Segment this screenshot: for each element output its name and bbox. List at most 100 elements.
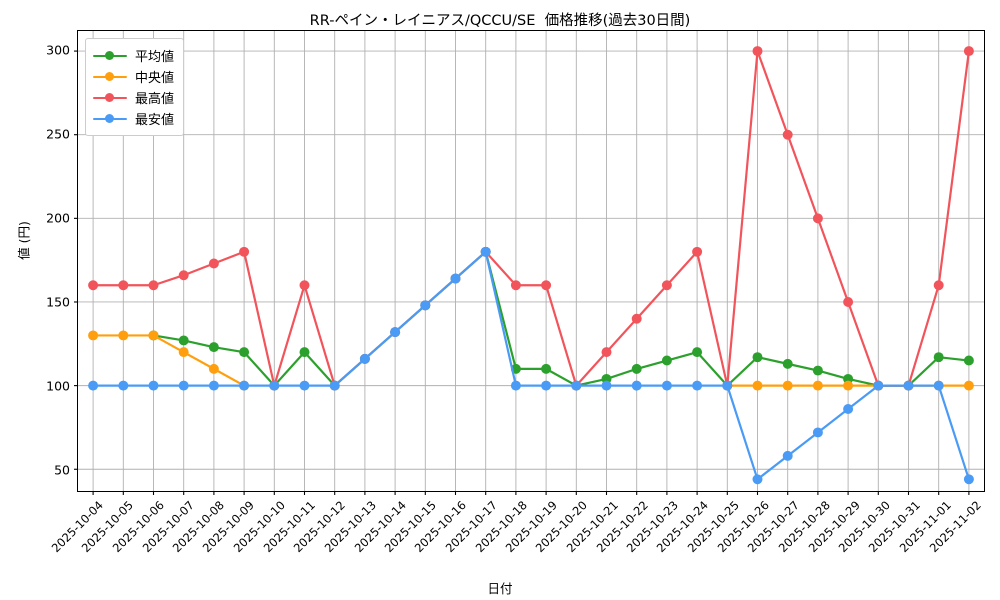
data-point (843, 404, 854, 415)
data-point (178, 380, 189, 391)
data-point (118, 330, 129, 341)
data-point (963, 474, 974, 485)
data-point (239, 246, 250, 257)
data-point (541, 363, 552, 374)
series-最高値 (88, 46, 974, 391)
legend-item[interactable]: 最安値 (93, 108, 174, 129)
y-axis-tick-label: 150 (46, 294, 70, 310)
data-point (812, 365, 823, 376)
data-point (782, 450, 793, 461)
data-point (782, 129, 793, 140)
data-point (933, 280, 944, 291)
data-point (752, 380, 763, 391)
data-point (692, 246, 703, 257)
data-point (631, 363, 642, 374)
data-point (208, 342, 219, 353)
data-point (752, 46, 763, 57)
data-point (88, 330, 99, 341)
data-point (118, 280, 129, 291)
data-point (782, 380, 793, 391)
legend-marker-icon (93, 112, 127, 126)
data-point (631, 380, 642, 391)
data-point (148, 380, 159, 391)
data-point (208, 258, 219, 269)
data-point (208, 380, 219, 391)
legend-item-label: 平均値 (135, 50, 175, 65)
data-point (812, 213, 823, 224)
data-point (178, 347, 189, 358)
data-point (450, 273, 461, 284)
data-point (390, 327, 401, 338)
data-point (933, 380, 944, 391)
legend-marker-icon (93, 70, 127, 84)
data-point (269, 380, 280, 391)
data-series-layer (88, 46, 974, 485)
data-point (601, 347, 612, 358)
y-axis-tick-label: 300 (46, 42, 70, 58)
data-point (752, 474, 763, 485)
data-point (420, 300, 431, 311)
plot-area (74, 30, 985, 495)
data-point (812, 380, 823, 391)
data-point (601, 380, 612, 391)
data-point (148, 330, 159, 341)
data-point (299, 380, 310, 391)
data-point (329, 380, 340, 391)
data-point (843, 380, 854, 391)
legend-marker-icon (93, 91, 127, 105)
data-point (812, 427, 823, 438)
legend-item-label: 中央値 (135, 71, 175, 86)
data-point (239, 347, 250, 358)
legend-item[interactable]: 中央値 (93, 66, 174, 87)
legend-item[interactable]: 平均値 (93, 45, 174, 66)
data-point (299, 280, 310, 291)
data-point (661, 355, 672, 366)
y-axis-tick-label: 100 (46, 378, 70, 394)
chart-legend: 平均値中央値最高値最安値 (85, 38, 185, 136)
data-point (239, 380, 250, 391)
series-中央値 (88, 330, 974, 391)
data-point (299, 347, 310, 358)
legend-marker-icon (93, 49, 127, 63)
data-point (178, 270, 189, 281)
data-point (873, 380, 884, 391)
data-point (843, 297, 854, 307)
x-axis-tick-labels: 2025-10-04 2025-10-05 2025-10-06 2025-10-07… (49, 492, 985, 582)
data-point (692, 347, 703, 358)
data-point (541, 280, 552, 291)
chart-title: RR-ペイン・レイニアス/QCCU/SE 価格推移(過去30日間) (309, 13, 691, 29)
data-point (541, 380, 552, 391)
data-point (963, 380, 974, 391)
x-axis-label: 日付 (487, 581, 513, 596)
legend-item-label: 最高値 (135, 92, 175, 107)
data-point (178, 335, 189, 346)
data-point (118, 380, 129, 391)
data-point (661, 380, 672, 391)
y-axis-tick-label: 200 (46, 210, 70, 226)
data-point (208, 363, 219, 374)
data-point (88, 380, 99, 391)
data-point (510, 380, 521, 391)
data-point (571, 380, 582, 391)
data-point (722, 380, 733, 391)
data-point (631, 313, 642, 324)
data-point (510, 280, 521, 291)
data-point (148, 280, 159, 291)
legend-item-label: 最安値 (135, 113, 175, 128)
data-point (963, 46, 974, 57)
data-point (903, 380, 914, 391)
data-point (359, 353, 370, 364)
data-point (661, 280, 672, 291)
legend-item[interactable]: 最高値 (93, 87, 174, 108)
y-axis-tick-label: 50 (54, 462, 70, 478)
data-point (752, 352, 763, 363)
data-point (692, 380, 703, 391)
series-最安値 (88, 246, 974, 485)
y-axis-tick-label: 250 (46, 126, 70, 142)
data-point (782, 358, 793, 369)
y-axis-tick-labels: 50 100 150 200 250 300 (0, 30, 70, 492)
series-平均値 (148, 246, 974, 391)
grid-lines (74, 31, 984, 495)
data-point (933, 352, 944, 363)
